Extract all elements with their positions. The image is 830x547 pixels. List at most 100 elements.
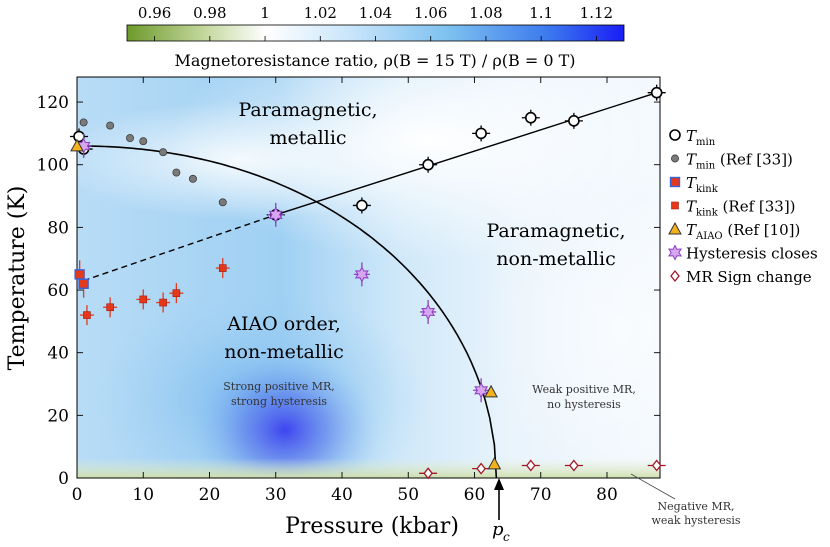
legend-marker: [671, 154, 679, 163]
para-metal-label-2: metallic: [269, 127, 346, 149]
y-tick-label: 80: [47, 218, 69, 238]
data-point: [650, 86, 663, 99]
data-point: [651, 459, 662, 472]
tmin-line: [275, 91, 657, 216]
data-point: [172, 289, 181, 297]
y-tick-label: 0: [58, 469, 69, 489]
y-tick-label: 120: [37, 93, 69, 113]
colorbar-tick-label: 1: [260, 4, 270, 22]
data-point: [172, 168, 181, 177]
heatmap-background: [77, 77, 660, 478]
x-axis-label: Pressure (kbar): [285, 514, 459, 539]
data-point: [569, 459, 579, 472]
x-tick-label: 80: [596, 485, 618, 505]
tkink-dashed-line: [83, 214, 276, 282]
aiao-phase-boundary: [77, 145, 498, 479]
y-tick-label: 40: [47, 344, 69, 364]
para-metal-label-1: Paramagnetic,: [238, 99, 377, 121]
x-tick-label: 50: [397, 485, 419, 505]
x-tick-label: 10: [132, 485, 154, 505]
colorbar-tick-label: 1.1: [529, 4, 553, 22]
data-markers: [69, 84, 666, 480]
region-labels: Paramagnetic, metallic Paramagnetic, non…: [223, 99, 741, 527]
legend-item: Tmin: [669, 127, 716, 148]
data-point: [139, 295, 148, 304]
legend-marker: [669, 129, 681, 141]
data-point: [474, 382, 489, 399]
neg-mr-label-2: weak hysteresis: [651, 514, 740, 527]
x-tick-label: 60: [464, 485, 486, 505]
data-point: [421, 303, 436, 321]
pc-label-sub: c: [503, 530, 510, 544]
legend: Tmin Tmin (Ref [33])Tkink Tkink (Ref [33])…: [667, 127, 818, 286]
colorbar-tick-label: 0.96: [138, 4, 171, 22]
legend-label: Tmin: [686, 127, 716, 148]
aiao-label-1: AIAO order,: [226, 313, 341, 335]
legend-item: Tkink: [669, 174, 719, 195]
data-point: [106, 303, 114, 312]
data-point: [83, 311, 91, 319]
legend-marker: [667, 244, 683, 261]
colorbar: 0.96 0.98 1 1.02 1.04 1.06 1.08 1.1 1.12 Magneto…: [126, 4, 625, 70]
legend-item: Hysteresis closes: [667, 244, 818, 263]
colorbar-tick-label: 1.08: [469, 4, 502, 22]
colorbar-ticks: 0.96 0.98 1 1.02 1.04 1.06 1.08 1.1 1.12: [138, 4, 613, 41]
weak-mr-label-2: no hysteresis: [547, 398, 621, 411]
colorbar-tick-label: 1.06: [414, 4, 447, 22]
x-tick-label: 30: [265, 485, 287, 505]
data-point: [159, 298, 167, 307]
legend-marker: [668, 221, 682, 235]
para-nonmetal-label-1: Paramagnetic,: [486, 220, 625, 242]
legend-label: Tkink (Ref [33]): [686, 198, 796, 219]
para-nonmetal-label-2: non-metallic: [496, 248, 615, 270]
legend-marker: [671, 201, 679, 210]
data-point: [139, 137, 148, 146]
y-tick-label: 20: [47, 406, 69, 426]
legend-item: Tmin (Ref [33]): [671, 151, 793, 172]
legend-label: MR Sign change: [686, 268, 812, 286]
legend-item: TAIAO (Ref [10]): [668, 221, 800, 242]
data-point: [268, 206, 283, 223]
legend-label: TAIAO (Ref [10]): [686, 221, 800, 242]
colorbar-tick-label: 0.98: [193, 4, 226, 22]
data-point: [74, 269, 85, 280]
neg-mr-pointer: [630, 473, 676, 500]
legend-label: Tkink: [686, 174, 719, 195]
data-point: [354, 266, 369, 283]
data-point: [487, 456, 502, 470]
y-axis-label: Temperature (K): [5, 186, 30, 371]
colorbar-tick-label: 1.04: [359, 4, 392, 22]
data-point: [476, 462, 486, 475]
data-point: [568, 115, 580, 127]
y-tick-label: 60: [47, 281, 69, 301]
data-point: [159, 148, 168, 157]
colorbar-label: Magnetoresistance ratio, ρ(B = 15 T) / ρ…: [174, 51, 575, 70]
data-point: [70, 138, 84, 152]
data-point: [525, 459, 536, 472]
legend-label: Tmin (Ref [33]): [686, 151, 793, 172]
data-point: [423, 467, 433, 480]
y-tick-label: 100: [37, 156, 69, 176]
data-point: [218, 198, 227, 207]
data-point: [106, 121, 115, 130]
pc-arrow-head: [494, 478, 504, 490]
data-point: [484, 384, 498, 398]
aiao-label-2: non-metallic: [224, 341, 343, 363]
x-tick-label: 20: [199, 485, 221, 505]
data-point: [188, 174, 197, 183]
legend-item: MR Sign change: [670, 268, 812, 286]
x-tick-label: 0: [72, 485, 83, 505]
neg-mr-label-1: Negative MR,: [658, 500, 735, 513]
data-point: [525, 111, 537, 124]
data-point: [78, 278, 89, 289]
pc-label: p: [492, 519, 504, 540]
colorbar-tick-label: 1.12: [580, 4, 613, 22]
axis-ticks: 0 10 20 30 40 50 60 70 80 0 20 40 60 80 100 120: [37, 77, 660, 505]
legend-marker: [669, 176, 681, 188]
data-point: [79, 118, 88, 127]
weak-mr-label-1: Weak positive MR,: [532, 383, 636, 396]
data-point: [218, 264, 227, 272]
phase-lines: [77, 91, 657, 479]
legend-marker: [670, 269, 680, 283]
